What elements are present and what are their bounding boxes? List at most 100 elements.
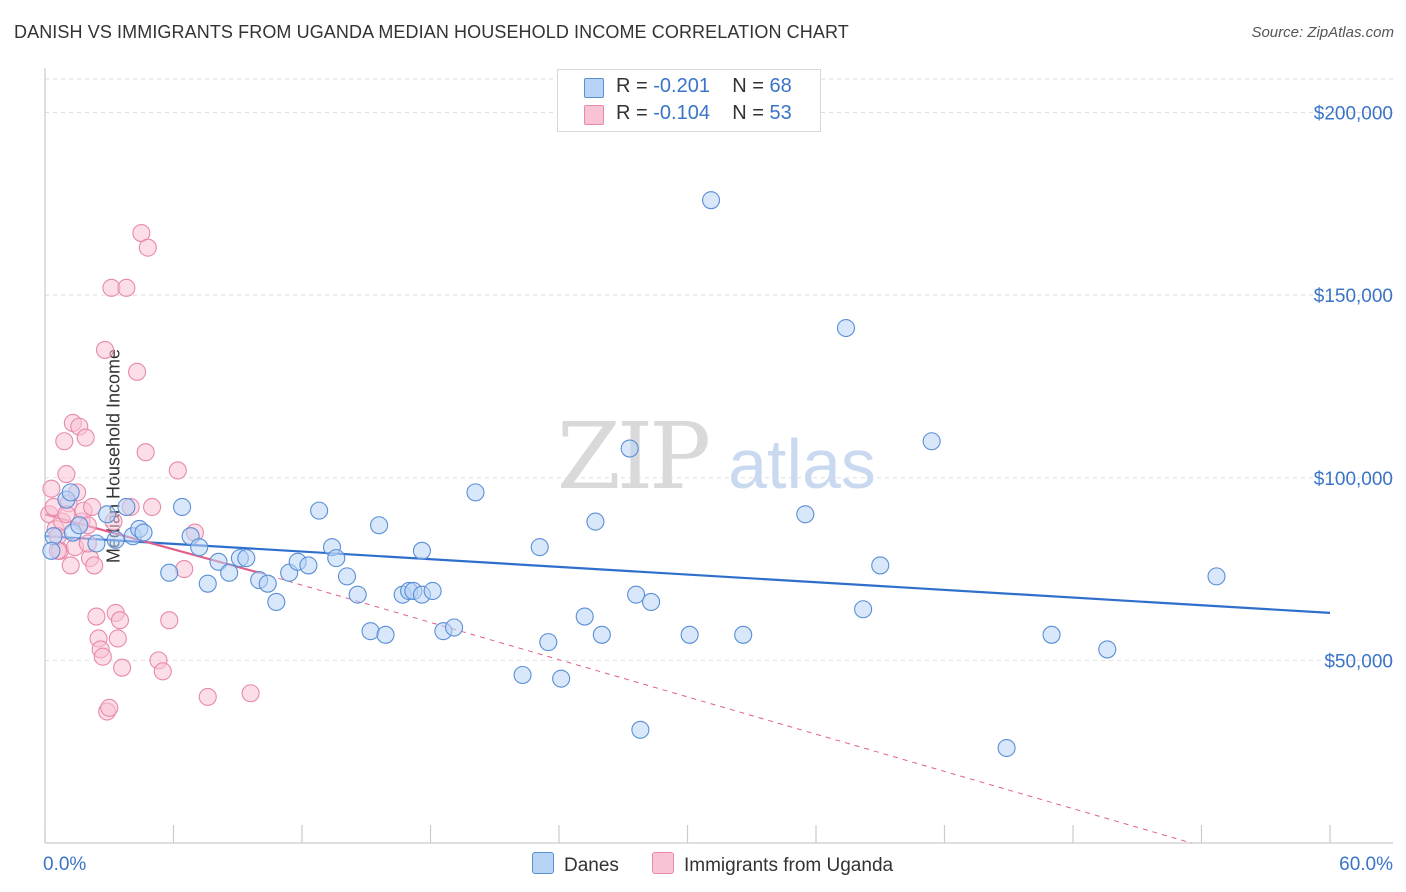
- uganda-point: [43, 480, 60, 497]
- uganda-point: [77, 429, 94, 446]
- uganda-n-value: 53: [769, 102, 791, 124]
- danes-point: [531, 539, 548, 556]
- danes-legend-swatch: [532, 852, 554, 874]
- danes-point: [161, 564, 178, 581]
- uganda-point: [154, 663, 171, 680]
- y-tick-label: $100,000: [1314, 469, 1393, 490]
- stats-legend: R = -0.201 N = 68 R = -0.104 N = 53: [557, 69, 821, 132]
- y-tick-label: $150,000: [1314, 286, 1393, 307]
- danes-point: [628, 586, 645, 603]
- danes-point: [467, 484, 484, 501]
- danes-point: [311, 502, 328, 519]
- danes-point: [377, 626, 394, 643]
- danes-point: [797, 506, 814, 523]
- danes-point: [300, 557, 317, 574]
- uganda-point: [88, 608, 105, 625]
- danes-point: [553, 670, 570, 687]
- danes-point: [632, 721, 649, 738]
- gridlines: [45, 79, 1393, 660]
- uganda-legend-label: Immigrants from Uganda: [684, 855, 893, 876]
- danes-point: [371, 517, 388, 534]
- bottom-legend-danes: Danes: [532, 852, 619, 877]
- uganda-point: [139, 239, 156, 256]
- scatter-chart: ZIP atlas $50,000 $100,000 $150,000 $200,00…: [0, 0, 1406, 892]
- watermark: ZIP atlas: [557, 403, 876, 510]
- danes-point: [855, 601, 872, 618]
- uganda-point: [84, 498, 101, 515]
- uganda-point: [56, 433, 73, 450]
- uganda-point: [242, 685, 259, 702]
- uganda-point: [118, 279, 135, 296]
- danes-point: [328, 550, 345, 567]
- n-label: N =: [732, 102, 764, 124]
- uganda-point: [86, 557, 103, 574]
- watermark-atlas: atlas: [728, 425, 876, 503]
- uganda-point: [161, 612, 178, 629]
- danes-point: [107, 531, 124, 548]
- uganda-point: [94, 648, 111, 665]
- danes-point: [424, 582, 441, 599]
- danes-point: [174, 498, 191, 515]
- uganda-point: [169, 462, 186, 479]
- danes-point: [593, 626, 610, 643]
- danes-point: [135, 524, 152, 541]
- uganda-point: [129, 363, 146, 380]
- danes-point: [703, 192, 720, 209]
- danes-point: [923, 433, 940, 450]
- y-tick-label: $200,000: [1314, 104, 1393, 125]
- bottom-legend-uganda: Immigrants from Uganda: [652, 852, 893, 877]
- danes-point: [1208, 568, 1225, 585]
- uganda-point: [176, 561, 193, 578]
- danes-point: [88, 535, 105, 552]
- danes-point: [643, 593, 660, 610]
- uganda-point: [62, 557, 79, 574]
- uganda-swatch: [584, 105, 604, 125]
- uganda-trend-extension: [259, 573, 1191, 843]
- danes-point: [43, 542, 60, 559]
- danes-point: [621, 440, 638, 457]
- danes-point: [99, 506, 116, 523]
- danes-point: [221, 564, 238, 581]
- danes-point: [338, 568, 355, 585]
- danes-swatch: [584, 78, 604, 98]
- danes-point: [446, 619, 463, 636]
- danes-point: [576, 608, 593, 625]
- uganda-point: [111, 612, 128, 629]
- danes-point: [259, 575, 276, 592]
- uganda-legend-swatch: [652, 852, 674, 874]
- uganda-point: [199, 688, 216, 705]
- danes-point: [349, 586, 366, 603]
- danes-point: [681, 626, 698, 643]
- r-label: R =: [616, 102, 648, 124]
- y-tick-label: $50,000: [1324, 651, 1393, 672]
- danes-point: [837, 320, 854, 337]
- danes-point: [998, 740, 1015, 757]
- danes-point: [191, 539, 208, 556]
- tick-labels: $50,000$100,000$150,000$200,0000.0% 60.0%: [43, 104, 1393, 875]
- danes-point: [540, 634, 557, 651]
- danes-point: [118, 498, 135, 515]
- uganda-point: [144, 498, 161, 515]
- n-label: N =: [732, 75, 764, 97]
- uganda-point: [109, 630, 126, 647]
- uganda-point: [101, 699, 118, 716]
- uganda-r-value: -0.104: [653, 102, 710, 124]
- r-label: R =: [616, 75, 648, 97]
- danes-point: [238, 550, 255, 567]
- danes-point: [587, 513, 604, 530]
- danes-point: [1043, 626, 1060, 643]
- uganda-point: [137, 444, 154, 461]
- uganda-point: [114, 659, 131, 676]
- danes-point: [268, 593, 285, 610]
- danes-point: [735, 626, 752, 643]
- danes-point: [413, 542, 430, 559]
- danes-n-value: 68: [769, 75, 791, 97]
- danes-point: [362, 623, 379, 640]
- danes-point: [1099, 641, 1116, 658]
- danes-legend-label: Danes: [564, 855, 619, 876]
- uganda-point: [58, 466, 75, 483]
- danes-point: [199, 575, 216, 592]
- danes-point: [872, 557, 889, 574]
- uganda-point: [96, 341, 113, 358]
- axes: [45, 68, 1393, 843]
